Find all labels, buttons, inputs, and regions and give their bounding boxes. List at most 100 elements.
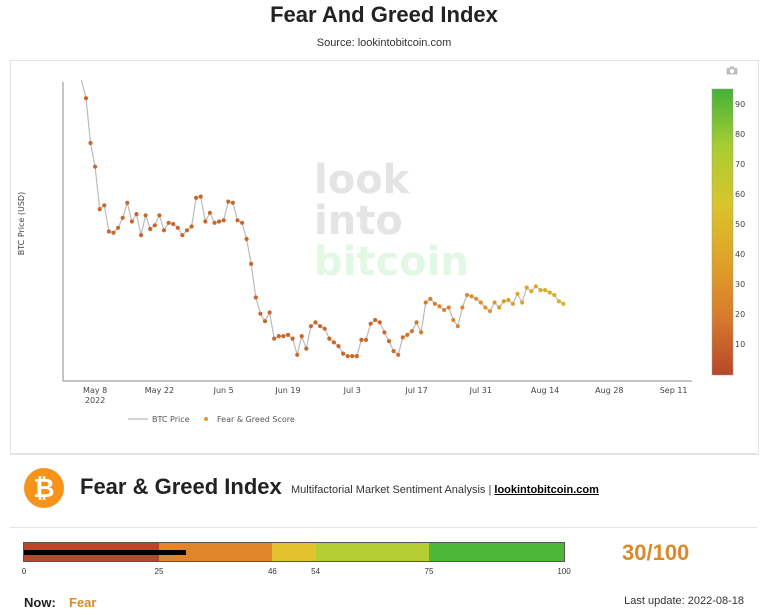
score-point	[313, 320, 318, 325]
score-point	[391, 349, 396, 354]
score-point	[451, 317, 456, 323]
x-tick-label: Jun 5	[213, 386, 234, 395]
source-caption: Source: lookintobitcoin.com	[316, 37, 452, 49]
colorbar	[711, 88, 734, 376]
index-subtitle: Multifactorial Market Sentiment Analysis…	[291, 484, 599, 496]
legend-btc-price[interactable]: BTC Price	[152, 415, 190, 424]
score-point	[414, 320, 419, 325]
score-point	[520, 300, 525, 305]
gauge-segment	[159, 543, 273, 561]
score-point	[148, 226, 153, 232]
score-point	[240, 220, 245, 225]
score-point	[285, 332, 291, 337]
score-point	[373, 317, 378, 323]
watermark-text: bitcoin	[314, 239, 469, 285]
gauge-segment	[315, 543, 429, 561]
score-point	[428, 296, 433, 301]
x-tick-label: Aug 14	[531, 386, 559, 395]
score-point	[350, 354, 355, 359]
score-point	[272, 336, 277, 341]
now-value: Fear	[69, 595, 97, 610]
gauge-tick-label: 75	[424, 567, 434, 576]
score-point	[377, 320, 382, 325]
score-point	[276, 334, 281, 339]
score-point	[423, 300, 428, 305]
score-point	[497, 305, 502, 310]
gauge-segment	[272, 543, 316, 561]
x-tick-label: May 8	[83, 386, 107, 395]
score-point	[556, 299, 562, 304]
score-point	[409, 329, 414, 334]
score-point	[102, 203, 107, 208]
score-point	[446, 305, 451, 310]
score-point	[552, 292, 557, 298]
watermark-text: look	[314, 157, 411, 203]
score-point	[561, 301, 566, 306]
score-point	[111, 230, 116, 235]
score-point	[244, 236, 249, 242]
score-point	[405, 332, 410, 337]
score-point	[212, 220, 217, 225]
score-point	[400, 335, 405, 340]
source-link[interactable]: lookintobitcoin.com	[494, 484, 599, 496]
x-tick-label: Jul 31	[469, 386, 492, 395]
score-point	[184, 228, 190, 233]
index-header: ₿ Fear & Greed Index Multifactorial Mark…	[24, 467, 744, 511]
score-point	[171, 221, 176, 227]
bitcoin-icon: ₿	[24, 468, 64, 508]
score-point	[161, 228, 167, 233]
score-point	[487, 309, 493, 314]
score-point	[180, 233, 185, 238]
divider	[10, 527, 757, 528]
score-point	[363, 337, 369, 342]
watermark: lookintobitcoin	[314, 157, 469, 285]
score-point	[249, 261, 254, 266]
now-label: Now:	[24, 595, 56, 610]
score-point	[524, 285, 529, 290]
score-point	[510, 301, 515, 306]
x-tick-label: Jul 17	[404, 386, 427, 395]
score-point	[308, 324, 313, 329]
score-point	[120, 215, 125, 220]
page-title: Fear And Greed Index	[270, 2, 498, 27]
score-point	[386, 339, 392, 344]
score-point	[281, 334, 286, 339]
score-point	[538, 288, 543, 293]
score-point	[97, 207, 102, 212]
score-point	[230, 200, 235, 205]
divider	[10, 453, 757, 454]
gauge-tick-label: 100	[557, 567, 571, 576]
score-point	[198, 194, 203, 199]
subtitle-text: Multifactorial Market Sentiment Analysis…	[291, 484, 492, 496]
score-point	[432, 301, 437, 306]
score-point	[464, 292, 470, 298]
score-point	[529, 289, 534, 294]
colorbar-tick-label: 80	[735, 130, 745, 139]
score-point	[267, 310, 272, 315]
score-point	[129, 219, 134, 224]
colorbar-tick-label: 20	[735, 310, 745, 319]
x-tick-label: Jun 19	[274, 386, 300, 395]
last-update: Last update: 2022-08-18	[624, 595, 744, 607]
score-point	[382, 330, 387, 335]
legend-dot-swatch	[204, 417, 208, 421]
colorbar-tick-label: 30	[735, 280, 745, 289]
score-point	[327, 336, 332, 341]
score-point	[134, 212, 139, 217]
score-point	[437, 304, 442, 309]
legend-fear-greed-score[interactable]: Fear & Greed Score	[217, 415, 295, 424]
score-point	[290, 336, 295, 341]
score-point	[506, 297, 511, 303]
score-point	[253, 295, 258, 300]
score-point	[189, 224, 194, 229]
gauge-tick-label: 0	[21, 567, 27, 576]
score-point	[116, 225, 121, 230]
camera-icon[interactable]	[726, 66, 738, 75]
score-point	[474, 296, 479, 301]
colorbar-tick-label: 70	[735, 160, 745, 169]
score-point	[93, 164, 98, 169]
watermark-text: into	[314, 198, 403, 244]
chart-container	[10, 60, 759, 455]
score-point	[322, 326, 327, 331]
score-point	[143, 213, 148, 218]
